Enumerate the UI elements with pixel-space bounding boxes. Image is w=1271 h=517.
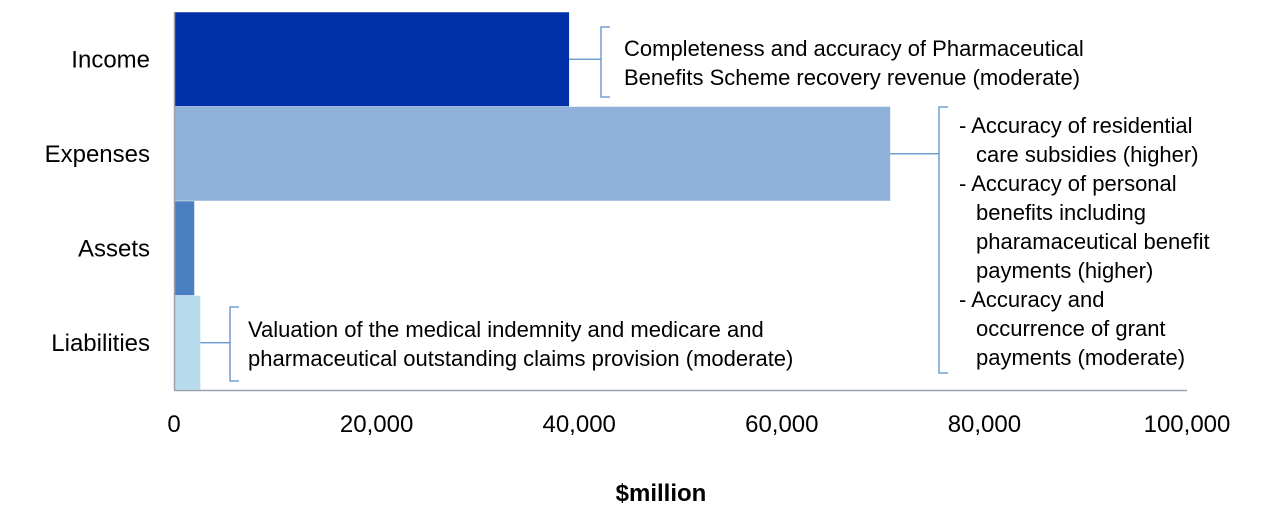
x-tick-label: 0 (167, 411, 180, 438)
annotation-bracket-expenses (890, 106, 948, 374)
annotation-expenses-item-3-line-1: - Accuracy and (959, 287, 1105, 312)
annotation-expenses-item-1-line-1: - Accuracy of residential (959, 113, 1193, 138)
x-tick-label: 100,000 (1144, 411, 1231, 438)
annotation-liabilities: Valuation of the medical indemnity and m… (248, 315, 793, 373)
category-label-liabilities: Liabilities (51, 330, 150, 357)
bar-income (174, 12, 570, 107)
annotation-expenses-item-1: - Accuracy of residential care subsidies… (959, 111, 1210, 169)
category-label-assets: Assets (78, 235, 150, 262)
annotation-expenses-item-2-line-4: payments (higher) (976, 258, 1154, 283)
bar-expenses (174, 106, 891, 201)
x-tick-label: 60,000 (745, 411, 818, 438)
x-tick-label: 40,000 (542, 411, 615, 438)
annotation-bracket-income (569, 26, 610, 98)
annotation-liabilities-line-1: Valuation of the medical indemnity and m… (248, 317, 764, 342)
annotation-income-line-2: Benefits Scheme recovery revenue (modera… (624, 65, 1081, 90)
annotation-expenses: - Accuracy of residential care subsidies… (959, 111, 1210, 372)
x-axis-title: $million (616, 480, 707, 507)
annotation-expenses-item-3-line-2: occurrence of grant (976, 316, 1166, 341)
annotation-expenses-item-2-line-3: pharamaceutical benefit (976, 229, 1210, 254)
annotation-expenses-item-3-line-3: payments (moderate) (976, 345, 1186, 370)
annotation-expenses-item-2-line-2: benefits including (976, 200, 1147, 225)
bar-assets (174, 201, 195, 296)
x-tick-label: 80,000 (948, 411, 1021, 438)
x-tick-label: 20,000 (340, 411, 413, 438)
annotation-bracket-liabilities (200, 306, 239, 382)
annotation-expenses-item-1-line-2: care subsidies (higher) (976, 142, 1199, 167)
annotation-liabilities-line-2: pharmaceutical outstanding claims provis… (248, 346, 794, 371)
annotation-income: Completeness and accuracy of Pharmaceuti… (624, 34, 1084, 92)
annotation-expenses-item-2-line-1: - Accuracy of personal (959, 171, 1177, 196)
annotation-income-line-1: Completeness and accuracy of Pharmaceuti… (624, 36, 1084, 61)
annotation-expenses-item-2: - Accuracy of personal benefits includin… (959, 169, 1210, 285)
category-label-income: Income (71, 46, 150, 73)
bar-liabilities (174, 295, 201, 390)
annotation-expenses-item-3: - Accuracy and occurrence of grant payme… (959, 285, 1210, 372)
category-label-expenses: Expenses (45, 141, 150, 168)
